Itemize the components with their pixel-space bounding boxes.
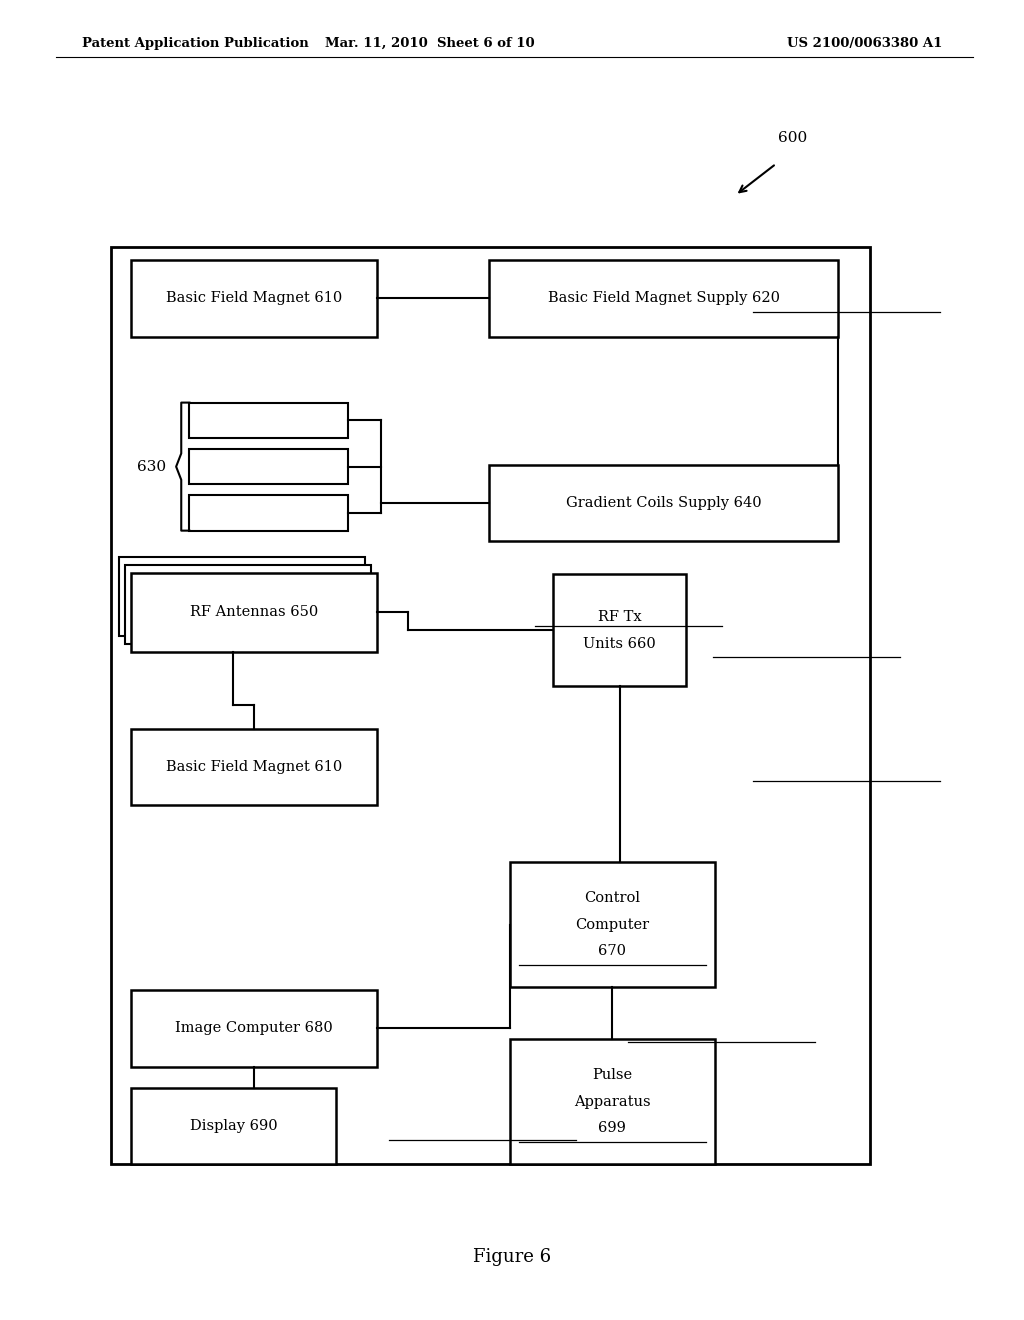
Bar (510, 862, 715, 987)
Bar (119, 557, 365, 636)
Bar (131, 1088, 336, 1164)
Text: 670: 670 (598, 944, 627, 958)
Bar (131, 990, 377, 1067)
Text: Apparatus: Apparatus (574, 1094, 650, 1109)
Bar (189, 495, 348, 531)
Text: Image Computer 680: Image Computer 680 (175, 1022, 333, 1035)
Bar (131, 260, 377, 337)
Text: Basic Field Magnet 610: Basic Field Magnet 610 (166, 292, 342, 305)
Text: 699: 699 (598, 1121, 627, 1135)
Text: Patent Application Publication: Patent Application Publication (82, 37, 308, 50)
Bar (189, 403, 348, 438)
Text: Display 690: Display 690 (189, 1119, 278, 1133)
Bar (131, 729, 377, 805)
Text: Pulse: Pulse (592, 1068, 633, 1082)
Text: Control: Control (585, 891, 640, 906)
Bar (189, 449, 348, 484)
Bar (489, 260, 838, 337)
Text: Basic Field Magnet Supply 620: Basic Field Magnet Supply 620 (548, 292, 779, 305)
Bar (489, 465, 838, 541)
Text: Basic Field Magnet 610: Basic Field Magnet 610 (166, 760, 342, 774)
Text: Gradient Coils Supply 640: Gradient Coils Supply 640 (565, 496, 762, 510)
Bar (111, 247, 870, 1164)
Bar (510, 1039, 715, 1164)
Text: Units 660: Units 660 (583, 636, 656, 651)
Text: Figure 6: Figure 6 (473, 1247, 551, 1266)
Text: Computer: Computer (575, 917, 649, 932)
Text: Mar. 11, 2010  Sheet 6 of 10: Mar. 11, 2010 Sheet 6 of 10 (326, 37, 535, 50)
Bar (131, 573, 377, 652)
Bar (125, 565, 371, 644)
Text: US 2100/0063380 A1: US 2100/0063380 A1 (786, 37, 942, 50)
Text: RF Antennas 650: RF Antennas 650 (189, 606, 318, 619)
Text: 630: 630 (137, 459, 166, 474)
Text: 600: 600 (778, 131, 808, 145)
Bar (553, 574, 686, 686)
Text: RF Tx: RF Tx (598, 610, 641, 624)
